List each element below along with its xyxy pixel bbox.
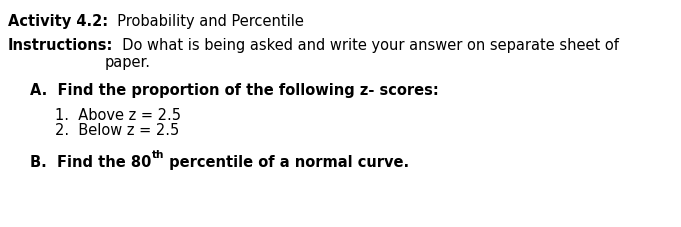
Text: Probability and Percentile: Probability and Percentile — [108, 14, 304, 29]
Text: B.  Find the 80: B. Find the 80 — [30, 155, 151, 170]
Text: Instructions:: Instructions: — [8, 38, 113, 53]
Text: paper.: paper. — [105, 55, 151, 70]
Text: percentile of a normal curve.: percentile of a normal curve. — [164, 155, 409, 170]
Text: Do what is being asked and write your answer on separate sheet of: Do what is being asked and write your an… — [113, 38, 619, 53]
Text: Activity 4.2:: Activity 4.2: — [8, 14, 108, 29]
Text: 1.  Above z = 2.5: 1. Above z = 2.5 — [55, 108, 181, 123]
Text: 2.  Below z = 2.5: 2. Below z = 2.5 — [55, 123, 179, 138]
Text: A.  Find the proportion of the following z- scores:: A. Find the proportion of the following … — [30, 83, 439, 98]
Text: th: th — [151, 150, 164, 160]
